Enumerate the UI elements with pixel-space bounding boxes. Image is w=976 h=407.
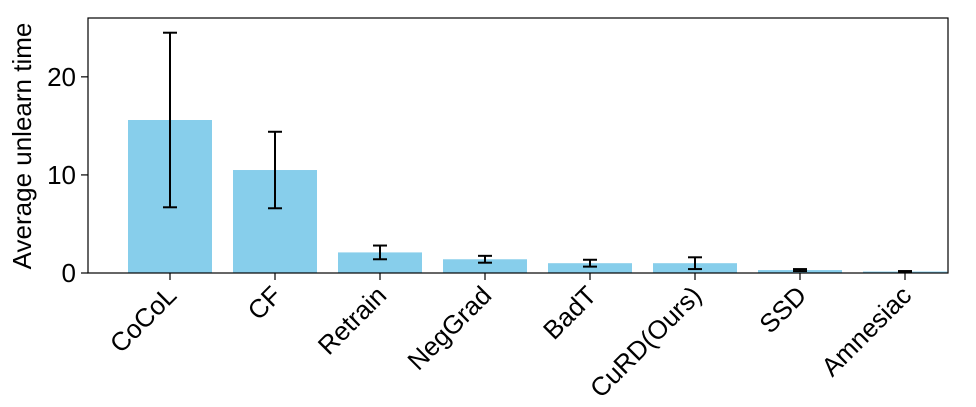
error-bar [373,244,387,261]
error-bar [478,254,492,264]
error-bar [583,258,597,268]
bar-neggrad [443,259,527,273]
x-tick-label: NegGrad [401,280,497,376]
y-tick-label: 10 [47,160,76,190]
x-tick-label: CoCoL [104,280,182,358]
error-bar [688,256,702,271]
x-tick-label: Retrain [312,280,392,360]
bar-retrain [338,252,422,273]
x-tick-label: Amnesiac [815,280,917,382]
plot-frame [87,17,949,274]
x-tick-label: CF [242,280,288,326]
error-bar [898,270,912,274]
x-tick-label: BadT [537,280,602,345]
bar-badt [548,263,632,273]
y-axis: 0 10 20 [47,62,88,288]
x-tick-label: CuRD(Ours) [584,280,707,403]
error-bar [793,268,807,273]
x-tick-label: SSD [753,280,812,339]
error-bar [163,31,177,209]
error-bar-group [163,31,912,274]
error-bar [268,130,282,210]
bar-series [128,120,947,273]
y-tick-label: 20 [47,62,76,92]
y-axis-label: Average unlearn time [7,23,37,270]
y-tick-label: 0 [62,258,76,288]
